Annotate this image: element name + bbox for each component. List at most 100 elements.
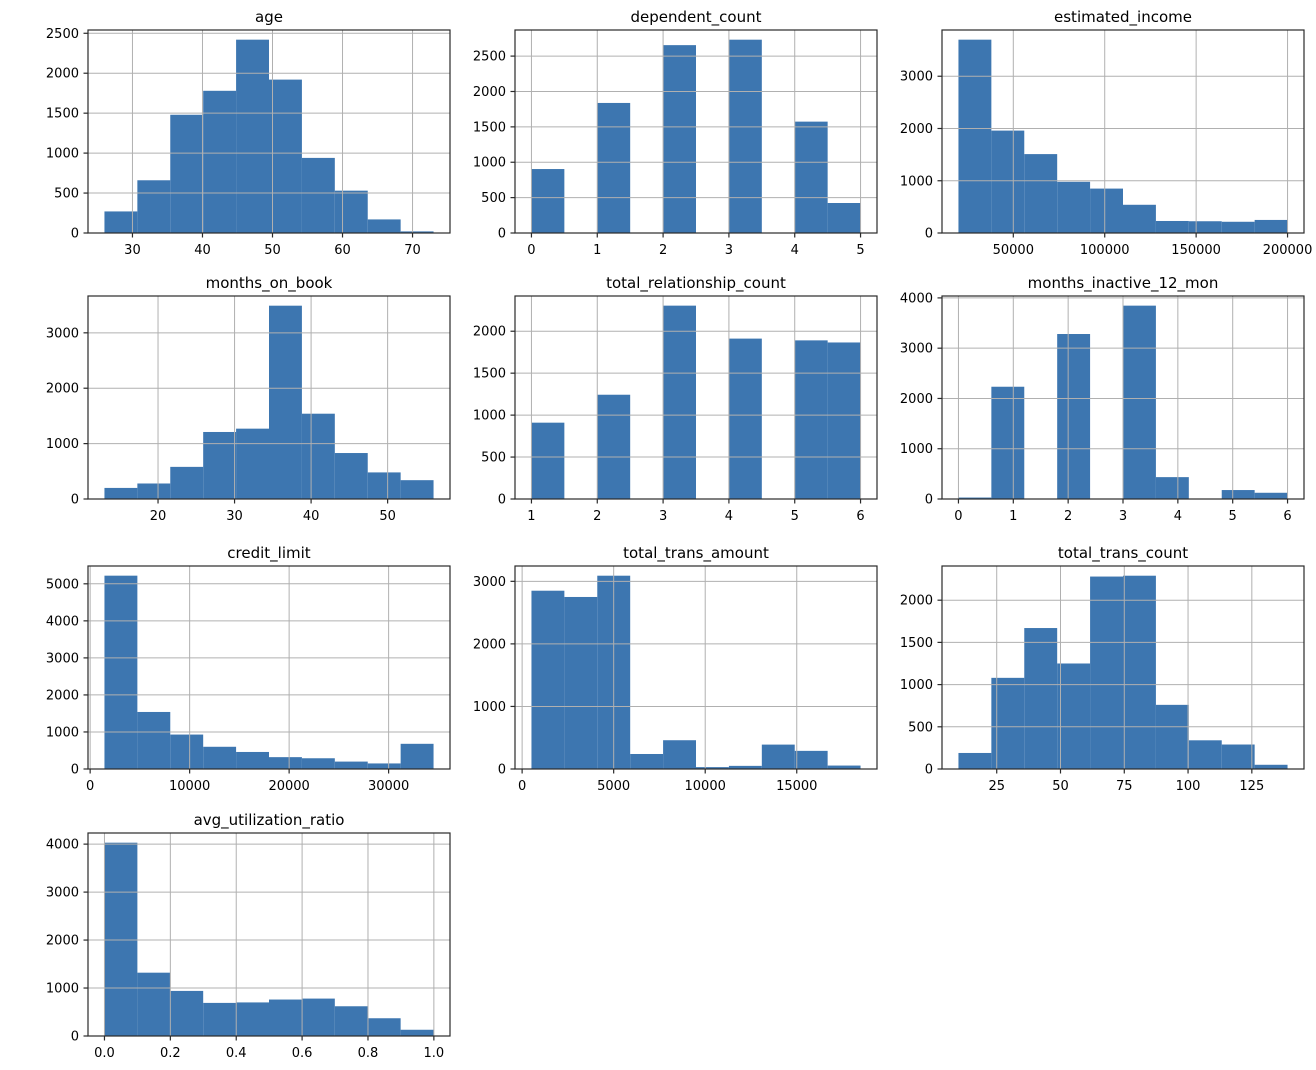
gridlines [515,30,877,234]
x-tick-label: 20 [150,509,167,524]
histogram-bar [1155,220,1189,233]
axes-spines [514,29,878,234]
y-tick-label: 500 [481,191,506,206]
tick-marks [937,297,1289,504]
histogram-bar [728,338,762,499]
y-tick-label: 1000 [46,147,79,162]
tick-marks [83,332,389,504]
y-tick-label: 2000 [473,85,506,100]
x-tick-label: 125 [1239,779,1264,794]
subplot-avg_utilization_ratio: 0.0 0.2 0.4 0.6 0.8 1.0 0 1000 2000 3000 4000 avg_u… [46,811,451,1061]
x-tick-label: 0 [518,779,526,794]
y-tick-label: 1000 [473,156,506,171]
subplot-title: credit_limit [227,544,310,563]
histogram-bar [531,590,565,769]
subplot-total_trans_count: 25 50 75 100 125 0 500 1000 1500 2000 total_trans_… [900,544,1305,794]
histogram-bar [663,45,696,233]
histogram-bar [597,102,631,233]
histogram-bar [137,972,171,1036]
tick-marks [83,583,390,774]
x-tick-label: 30000 [368,779,409,794]
histogram-bar [991,130,1025,233]
histogram-bar [301,157,335,233]
x-tick-label: 50 [1052,779,1069,794]
histogram-bar [334,761,368,769]
histogram-bar [827,765,861,769]
histogram-bar [1188,221,1222,233]
histogram-bar [1155,704,1189,769]
y-tick-label: 2000 [900,392,933,407]
histogram-bars [958,39,1288,233]
histogram-bar [1123,575,1156,769]
axes-spines [514,295,878,500]
x-tick-label: 10000 [685,779,726,794]
subplot-estimated_income: 50000 100000 150000 200000 0 1000 2000 3000 esti… [900,8,1312,258]
histogram-bars [104,305,434,499]
x-tick-label: 4 [725,509,733,524]
x-tick-label: 15000 [776,779,817,794]
histogram-bar [663,305,696,499]
tick-marks [83,32,414,238]
histogram-bars [104,842,434,1036]
axes-spines [87,832,451,1037]
histogram-bar [630,753,664,769]
histogram-bar [104,575,138,769]
x-tick-label: 2 [593,509,601,524]
y-tick-label: 1000 [46,437,79,452]
histogram-bar [958,752,992,769]
histogram-bar [236,39,269,233]
histogram-bar [104,842,138,1036]
y-tick-label: 2000 [473,325,506,340]
histogram-bars [104,39,434,233]
y-tick-label: 1000 [46,982,79,997]
x-tick-label: 150000 [1171,243,1221,258]
y-tick-label: 0 [925,763,933,778]
histogram-bar [367,219,401,233]
histogram-bar [170,466,204,499]
y-tick-label: 0 [498,763,506,778]
x-tick-label: 0 [527,243,535,258]
subplot-title: months_on_book [206,274,333,293]
tick-labels: 20 30 40 50 0 1000 2000 3000 [46,326,396,524]
y-tick-label: 2000 [46,688,79,703]
x-tick-label: 5 [791,509,799,524]
axes-spines [87,29,451,234]
histogram-bar [958,39,992,233]
y-tick-label: 0 [498,493,506,508]
tick-marks [937,75,1289,238]
y-tick-label: 1500 [900,636,933,651]
subplot-age: 30 40 50 60 70 0 500 1000 1500 2000 2500 age [46,8,451,258]
x-tick-label: 5 [1229,509,1237,524]
x-tick-label: 40 [194,243,211,258]
y-tick-label: 2000 [900,122,933,137]
histogram-bar [104,211,138,233]
x-tick-label: 100000 [1080,243,1130,258]
histogram-bar [301,758,335,769]
y-tick-label: 1000 [473,700,506,715]
histogram-bar [794,121,828,233]
histogram-bars [958,575,1288,769]
x-tick-label: 3 [659,509,667,524]
histogram-bar [269,305,302,499]
x-tick-label: 0 [954,509,962,524]
subplot-title: total_trans_count [1058,544,1188,563]
histogram-bar [203,746,237,769]
y-tick-label: 1000 [473,409,506,424]
histogram-bars [531,305,861,499]
x-tick-label: 5000 [597,779,630,794]
x-tick-label: 1 [1009,509,1017,524]
histogram-bar [269,79,302,233]
x-tick-label: 3 [725,243,733,258]
x-tick-label: 25 [988,779,1005,794]
tick-labels: 0 1 2 3 4 5 0 500 1000 1500 2000 2500 [473,50,865,258]
histogram-bar [1057,334,1091,499]
x-tick-label: 4 [791,243,799,258]
histogram-bar [597,394,631,499]
histogram-bar [170,114,204,233]
y-tick-label: 3000 [900,70,933,85]
y-tick-label: 2000 [473,637,506,652]
y-tick-label: 0 [71,763,79,778]
histogram-bar [334,1006,368,1036]
